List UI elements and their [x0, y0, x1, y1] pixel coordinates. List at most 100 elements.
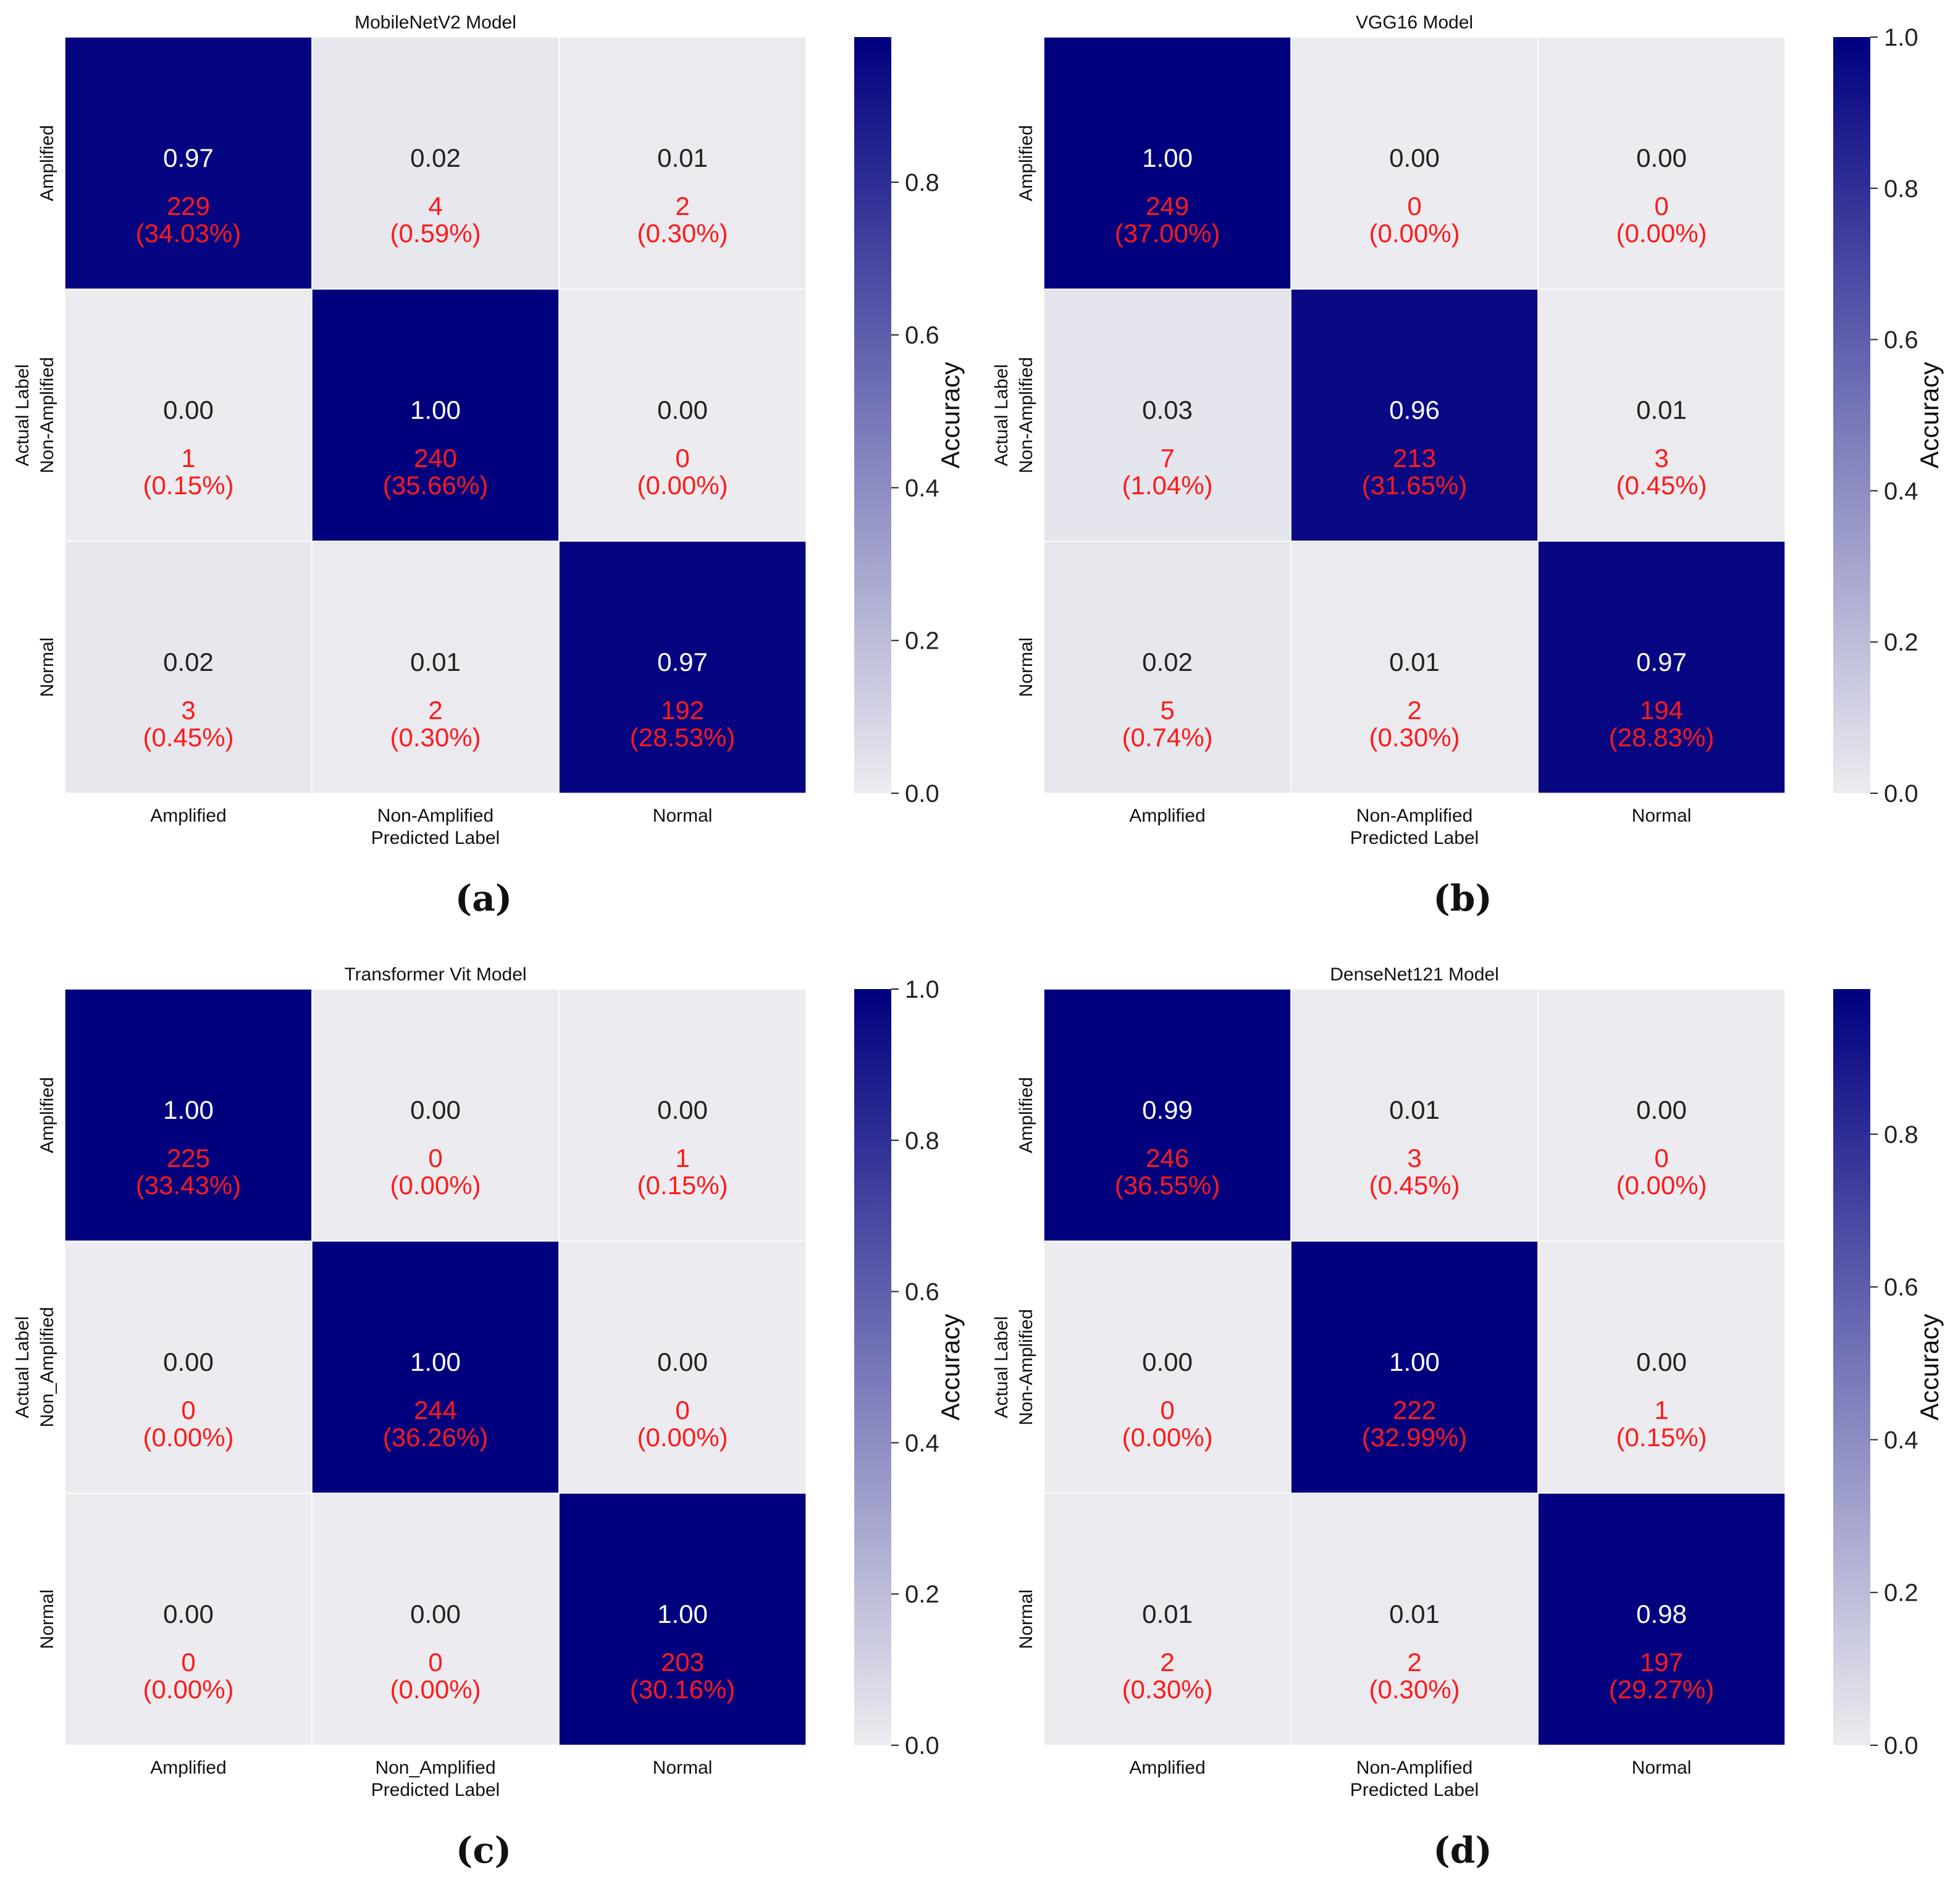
cell-value-label: 0.00 [1142, 1347, 1193, 1376]
heatmap-cell [558, 541, 807, 794]
cell-value-label: 0.00 [657, 1347, 708, 1376]
heatmap-cell [1290, 1493, 1539, 1746]
heatmap-cell [311, 541, 560, 794]
cell-percent-label: (0.00%) [637, 1423, 728, 1452]
heatmap-cell [1290, 1241, 1539, 1494]
cell-value-label: 0.01 [657, 143, 708, 172]
x-axis-label: Predicted Label [371, 828, 500, 848]
cell-value-label: 0.00 [163, 395, 214, 424]
cell-value-label: 0.02 [163, 647, 214, 676]
chart-title: DenseNet121 Model [1330, 964, 1499, 985]
colorbar-tick-label: 0.8 [1884, 1121, 1918, 1148]
cell-percent-label: (0.00%) [143, 1423, 233, 1452]
cell-percent-label: (0.30%) [637, 219, 728, 248]
cell-count-label: 0 [1407, 192, 1421, 221]
cell-count-label: 229 [167, 192, 210, 221]
y-tick-label: Normal [1016, 638, 1036, 697]
heatmap-cell [64, 988, 313, 1242]
colorbar-tick-label: 0.2 [1884, 629, 1918, 656]
colorbar-tick-label: 0.0 [1884, 780, 1918, 807]
cell-percent-label: (0.45%) [1616, 471, 1707, 500]
chart-title: MobileNetV2 Model [355, 12, 516, 33]
cell-percent-label: (0.15%) [1616, 1423, 1707, 1452]
colorbar-tick-label: 0.6 [1884, 1274, 1918, 1301]
colorbar-tick-label: 0.6 [1884, 327, 1918, 354]
cell-percent-label: (0.45%) [143, 723, 233, 752]
y-axis-label: Actual Label [991, 1316, 1012, 1418]
heatmap-cell [311, 36, 560, 290]
colorbar-tick-label: 1.0 [1884, 24, 1918, 51]
y-tick-label: Non-Amplified [37, 357, 57, 473]
cell-percent-label: (0.15%) [637, 1171, 728, 1200]
heatmap-cell [1537, 289, 1786, 542]
colorbar [854, 37, 891, 793]
heatmap-cell [558, 1493, 807, 1746]
colorbar-tick-label: 0.8 [1884, 175, 1918, 203]
colorbar-label: Accuracy [1915, 1314, 1944, 1421]
cell-count-label: 3 [181, 696, 195, 725]
cell-count-label: 0 [1654, 192, 1668, 221]
colorbar-tick-label: 0.2 [1884, 1580, 1918, 1607]
y-tick-label: Normal [37, 1590, 57, 1649]
x-tick-label: Non-Amplified [1356, 806, 1473, 826]
cell-percent-label: (0.30%) [1122, 1675, 1212, 1704]
heatmap-cell [311, 1241, 560, 1494]
heatmap-cell [1043, 541, 1292, 794]
y-tick-label: Normal [1016, 1590, 1036, 1649]
cell-percent-label: (0.00%) [1616, 1171, 1707, 1200]
cell-percent-label: (28.83%) [1609, 723, 1714, 752]
cell-value-label: 0.01 [1389, 647, 1440, 676]
colorbar [1833, 989, 1870, 1745]
colorbar-tick-label: 0.4 [905, 474, 939, 502]
heatmap-cell [1537, 1493, 1786, 1746]
y-axis-label: Actual Label [12, 1316, 33, 1418]
cell-percent-label: (0.74%) [1122, 723, 1212, 752]
cell-percent-label: (0.00%) [1616, 219, 1707, 248]
cell-percent-label: (37.00%) [1115, 219, 1220, 248]
x-tick-label: Amplified [1129, 1758, 1205, 1778]
cell-count-label: 3 [1654, 444, 1668, 473]
colorbar-label: Accuracy [1915, 362, 1944, 469]
cell-count-label: 0 [428, 1648, 442, 1677]
heatmap-cell [1537, 36, 1786, 290]
cell-count-label: 5 [1160, 696, 1174, 725]
heatmap-cell [1537, 541, 1786, 794]
colorbar [1833, 37, 1870, 793]
x-tick-label: Normal [653, 1758, 713, 1778]
heatmap-cell [1290, 289, 1539, 542]
cell-value-label: 1.00 [410, 1347, 461, 1376]
heatmap-cell [558, 988, 807, 1242]
cell-count-label: 7 [1160, 444, 1174, 473]
cell-count-label: 1 [1654, 1396, 1668, 1425]
cell-percent-label: (36.26%) [383, 1423, 488, 1452]
y-tick-label: Amplified [37, 1077, 57, 1153]
heatmap-cell [64, 1241, 313, 1494]
cell-count-label: 0 [1654, 1144, 1668, 1173]
x-axis-label: Predicted Label [1350, 828, 1479, 848]
cell-percent-label: (0.00%) [637, 471, 728, 500]
heatmap-cell [311, 988, 560, 1242]
cell-value-label: 0.02 [410, 143, 461, 172]
y-tick-label: Amplified [37, 125, 57, 201]
heatmap-cell [1537, 988, 1786, 1242]
cell-count-label: 0 [181, 1648, 195, 1677]
cell-value-label: 1.00 [657, 1599, 708, 1628]
cell-value-label: 0.01 [1142, 1599, 1193, 1628]
cell-count-label: 4 [428, 192, 442, 221]
x-axis-label: Predicted Label [1350, 1780, 1479, 1800]
x-tick-label: Amplified [150, 806, 226, 826]
panel-label-d: (d) [1433, 1829, 1492, 1871]
cell-percent-label: (0.00%) [143, 1675, 233, 1704]
cell-value-label: 1.00 [163, 1095, 214, 1124]
cell-value-label: 0.00 [410, 1095, 461, 1124]
cell-value-label: 0.03 [1142, 395, 1193, 424]
colorbar-tick-label: 0.0 [905, 780, 939, 807]
cell-percent-label: (29.27%) [1609, 1675, 1714, 1704]
heatmap-cell [1043, 36, 1292, 290]
x-tick-label: Normal [653, 806, 713, 826]
heatmap-cell [64, 541, 313, 794]
colorbar [854, 989, 891, 1745]
cell-percent-label: (0.59%) [390, 219, 481, 248]
panel-label-c: (c) [455, 1829, 512, 1871]
heatmap-cell [311, 1493, 560, 1746]
